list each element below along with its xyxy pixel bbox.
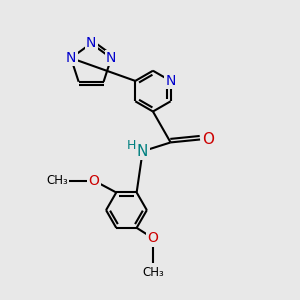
Text: N: N — [106, 51, 116, 65]
Text: O: O — [147, 231, 158, 245]
Text: H: H — [127, 140, 136, 152]
Text: N: N — [86, 36, 96, 50]
Text: O: O — [202, 132, 214, 147]
Text: N: N — [165, 74, 176, 88]
Text: N: N — [137, 144, 148, 159]
Text: CH₃: CH₃ — [142, 266, 164, 279]
Text: CH₃: CH₃ — [46, 174, 68, 187]
Text: O: O — [89, 174, 100, 188]
Text: N: N — [66, 51, 76, 65]
